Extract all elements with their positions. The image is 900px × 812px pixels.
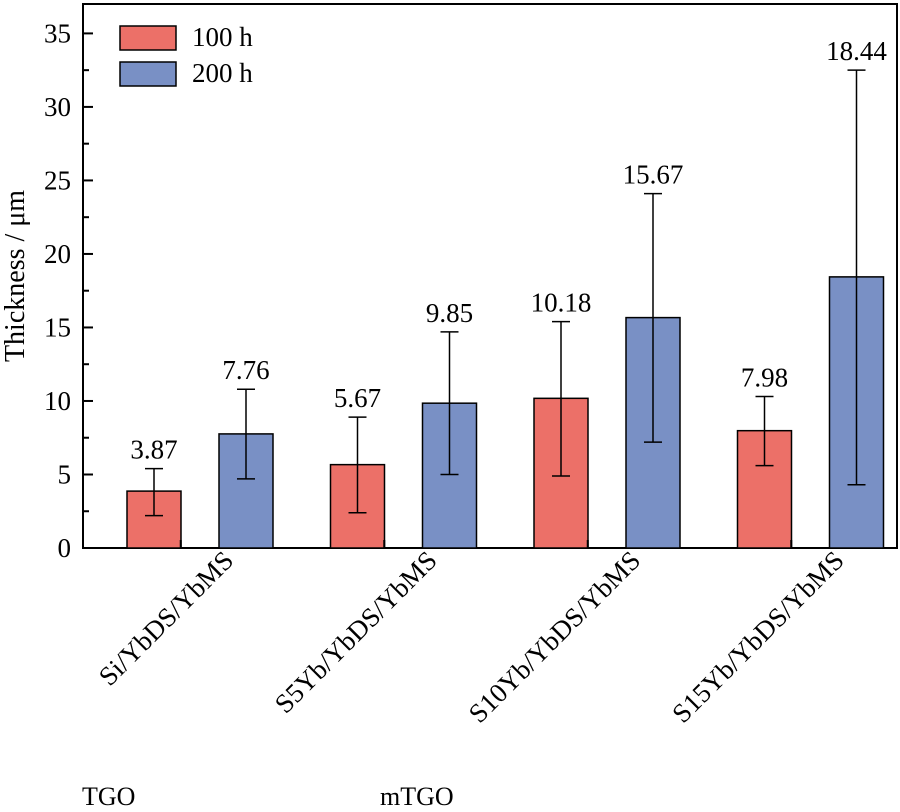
bar-series <box>126 276 885 549</box>
x-axis-labels: Si/YbDS/YbMS S5Yb/YbDS/YbMS S10Yb/YbDS/YbM… <box>93 540 850 729</box>
data-label: 9.85 <box>426 298 473 328</box>
data-label: 10.18 <box>531 288 592 318</box>
legend-swatch <box>119 25 177 51</box>
plot-frame <box>82 3 898 549</box>
y-tick-label: 25 <box>44 165 71 195</box>
data-label: 15.67 <box>623 160 684 190</box>
data-label: 7.98 <box>741 363 788 393</box>
x-tick-label: S15Yb/YbDS/YbMS <box>666 545 850 729</box>
y-tick-label: 30 <box>44 92 71 122</box>
x-tick-label: S10Yb/YbDS/YbMS <box>463 545 647 729</box>
y-axis-ticks: 0 5 10 15 20 25 30 35 <box>44 18 93 563</box>
y-tick-label: 15 <box>44 312 71 342</box>
y-tick-label: 20 <box>44 239 71 269</box>
data-label: 7.76 <box>222 355 269 385</box>
y-axis-label: Thickness / μm <box>0 190 31 362</box>
mtgo-label: mTGO <box>380 782 454 811</box>
x-tick-label: S5Yb/YbDS/YbMS <box>269 545 443 719</box>
legend-label: 200 h <box>192 58 253 88</box>
legend: 100 h 200 h <box>119 22 253 88</box>
data-label: 5.67 <box>334 383 381 413</box>
data-label: 18.44 <box>826 36 887 66</box>
y-tick-label: 0 <box>58 533 72 563</box>
legend-label: 100 h <box>192 22 253 52</box>
data-label: 3.87 <box>130 435 177 465</box>
y-tick-label: 5 <box>58 459 72 489</box>
tgo-label: TGO <box>82 782 136 811</box>
y-tick-label: 35 <box>44 18 71 48</box>
legend-swatch <box>119 61 177 87</box>
y-tick-label: 10 <box>44 386 71 416</box>
error-bars <box>145 69 866 517</box>
x-tick-label: Si/YbDS/YbMS <box>93 545 239 691</box>
value-labels: 3.87 7.76 5.67 9.85 10.18 15.67 7.98 18.44 <box>130 36 887 464</box>
